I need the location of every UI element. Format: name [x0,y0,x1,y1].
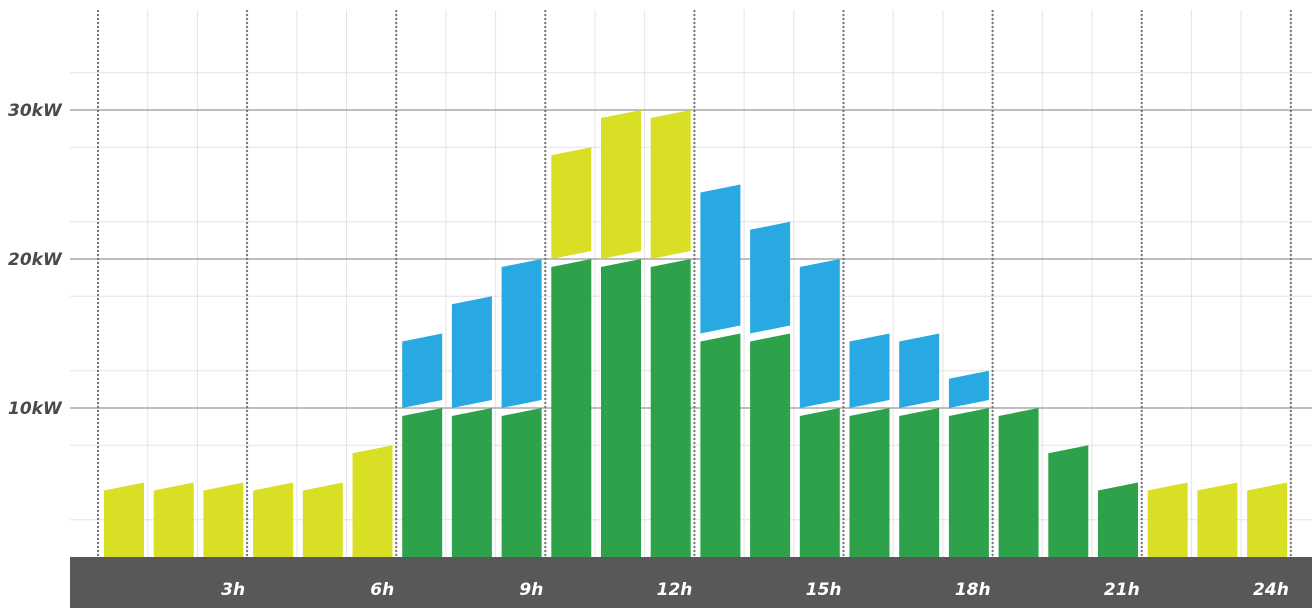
bar-segment-blue [451,296,492,408]
bar-series [104,110,1288,557]
bar-segment-green [451,408,492,557]
x-tick-label: 3h [221,580,245,600]
bar-segment-green [1098,482,1138,557]
bar-segment-green [899,408,940,557]
bar-segment-yellow [551,147,592,259]
bar-segment-green [849,408,890,557]
bar-segment-yellow [253,482,294,557]
bar-segment-green [799,408,840,557]
bar-segment-blue [899,333,940,408]
bar-segment-green [601,259,641,557]
bar-segment-yellow [153,482,194,557]
bar-segment-green [551,259,592,557]
bar-segment-yellow [203,482,244,557]
bar-segment-green [1048,445,1089,557]
bar-segment-green [948,408,989,557]
x-tick-label: 9h [519,580,543,600]
x-tick-label: 15h [806,580,842,600]
bar-segment-blue [948,370,989,408]
bar-segment-green [750,333,791,557]
bar-segment-blue [501,259,542,408]
bar-segment-blue [849,333,890,408]
y-tick-label: 10kW [8,399,63,419]
x-tick-label: 21h [1104,580,1140,600]
bar-segment-green [998,408,1039,557]
bar-segment-blue [700,184,741,334]
x-tick-label: 18h [955,580,991,600]
major-gridlines [70,109,1312,409]
bar-segment-yellow [650,110,691,259]
x-axis-band [70,557,1312,608]
bar-segment-green [402,408,443,557]
bar-segment-green [650,259,691,557]
y-axis-labels: 10kW 20kW 30kW [8,101,63,419]
x-tick-label: 24h [1253,580,1289,600]
hour-dividers [97,10,1292,557]
bar-segment-yellow [104,482,144,557]
y-tick-label: 30kW [8,101,63,121]
x-tick-label: 6h [370,580,394,600]
y-tick-label: 20kW [8,250,63,270]
bar-segment-blue [750,221,791,334]
bar-segment-yellow [1247,482,1288,557]
bar-segment-yellow [352,445,393,557]
minor-gridlines [70,10,1312,557]
bar-segment-blue [402,333,443,408]
bar-segment-blue [799,259,840,408]
bar-segment-yellow [1197,482,1238,557]
bar-segment-yellow [302,482,343,557]
bar-segment-yellow [601,110,641,259]
bar-segment-yellow [1147,482,1188,557]
x-tick-label: 12h [657,580,693,600]
bar-segment-green [700,333,741,557]
x-axis-labels: 3h 6h 9h 12h 15h 18h 21h 24h [221,580,1289,600]
bar-segment-green [501,408,542,557]
